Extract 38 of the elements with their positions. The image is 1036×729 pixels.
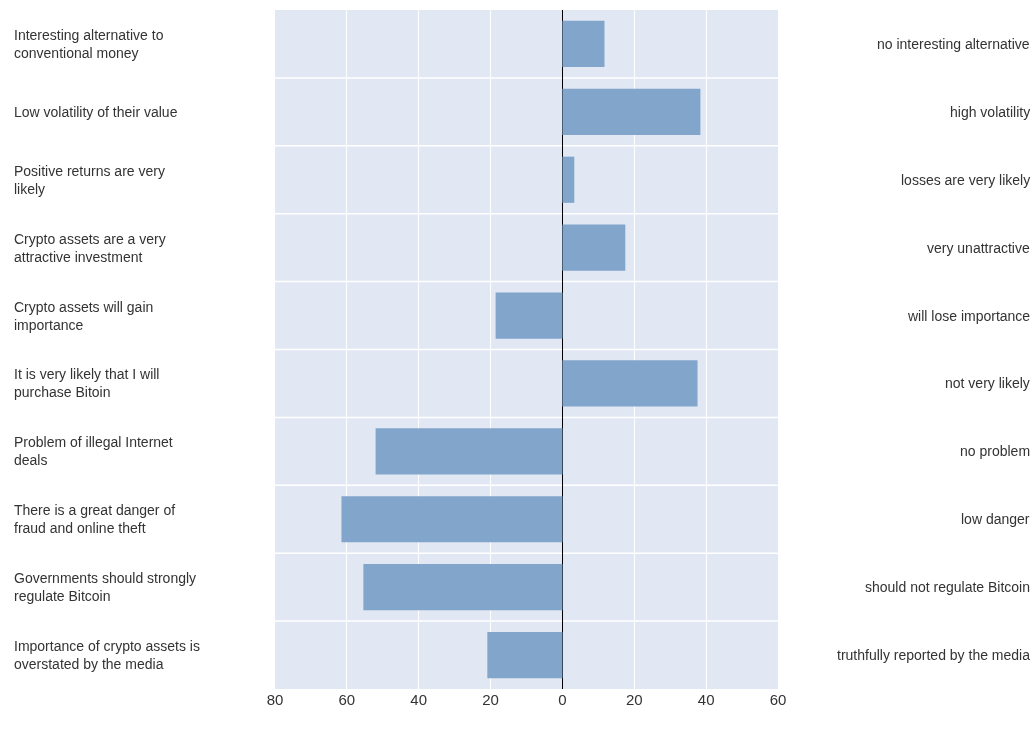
y-tick-label: Interesting alternative to conventional money <box>14 27 164 62</box>
y-tick-label: Positive returns are very likely <box>14 163 165 198</box>
bar <box>562 224 626 271</box>
text: truthfully reported by the media <box>837 647 1031 663</box>
bar <box>562 20 605 68</box>
y-tick-label: It is very likely that I will purchase Bitoin <box>14 366 160 401</box>
bar <box>562 88 701 135</box>
x-tick-label: 60 <box>769 691 787 708</box>
x-tick-label: 20 <box>482 691 499 708</box>
x-tick-label: 60 <box>338 691 356 708</box>
bar <box>375 428 563 475</box>
y-tick-label: There is a great danger of fraud and online theft <box>14 502 176 537</box>
text: no interesting alternative <box>877 36 1030 52</box>
text: should not regulate Bitcoin <box>865 579 1030 595</box>
text: not very likely <box>945 375 1030 391</box>
y-tick-label: Importance of crypto assets is overstated by the media <box>14 638 200 673</box>
bar <box>487 631 563 679</box>
text: very unattractive <box>927 240 1030 256</box>
bar <box>562 360 698 407</box>
x-tick-label: 40 <box>697 691 715 708</box>
y-tick-label: Governments should strongly regulate Bitcoin <box>14 570 197 605</box>
y-tick-label: Problem of illegal Internet deals <box>14 434 173 469</box>
bar <box>363 564 563 611</box>
text: low danger <box>961 511 1030 527</box>
text: high volatility <box>950 104 1031 120</box>
text: losses are very likely <box>901 172 1031 188</box>
text: will lose importance <box>907 308 1031 324</box>
bar <box>562 156 575 203</box>
x-tick-label: 0 <box>558 691 567 708</box>
text: no problem <box>960 443 1031 459</box>
x-tick-label: 80 <box>266 691 284 708</box>
x-tick-label: 40 <box>410 691 428 708</box>
y-tick-label: Crypto assets will gain importance <box>14 299 154 334</box>
bar <box>341 496 563 543</box>
bar <box>495 292 563 339</box>
y-tick-label: Low volatility of their value <box>14 104 178 120</box>
y-tick-label: Crypto assets are a very attractive investment <box>14 231 166 266</box>
x-tick-label: 20 <box>625 691 643 708</box>
